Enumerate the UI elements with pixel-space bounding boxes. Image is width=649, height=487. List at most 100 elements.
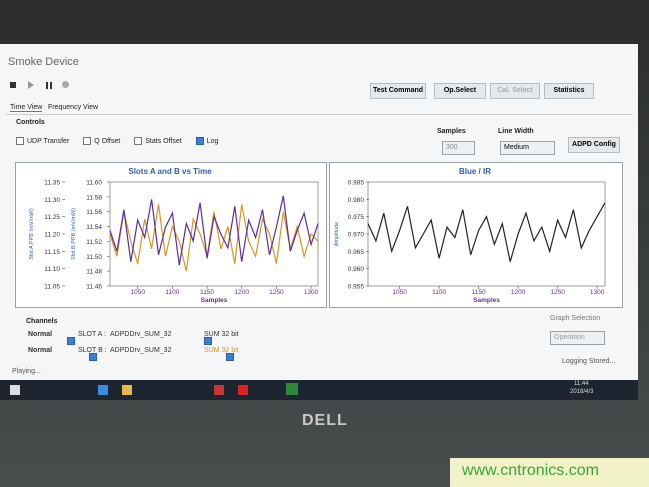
status-right: Logging Stored... xyxy=(562,358,616,365)
status-left: Playing... xyxy=(12,368,41,375)
y2-tick-label: 11.50 xyxy=(86,254,102,261)
checkbox-row: UDP Transfer Q Offset Stats Offset Log xyxy=(16,137,218,145)
channel-cell: SLOT B : xyxy=(78,347,107,354)
window-title: Smoke Device xyxy=(8,56,79,68)
x-axis-label: Samples xyxy=(473,297,500,304)
x-tick-label: 1150 xyxy=(200,289,214,296)
x-tick-label: 1050 xyxy=(130,289,145,296)
pause-icon[interactable] xyxy=(46,82,52,89)
x-tick-label: 1100 xyxy=(165,289,179,296)
checkbox-label: Stats Offset xyxy=(145,137,182,145)
app-icon[interactable] xyxy=(238,385,248,395)
series-line xyxy=(367,202,606,262)
checkbox[interactable] xyxy=(16,137,24,145)
app-icon[interactable] xyxy=(98,385,108,395)
y-tick-label: 11.20 xyxy=(44,232,60,239)
x-tick-label: 1150 xyxy=(472,289,486,296)
channel-cell: SUM 32 bit xyxy=(204,331,239,338)
tab[interactable]: Time View xyxy=(10,104,43,112)
button[interactable]: Op.Select xyxy=(434,83,486,99)
series-line xyxy=(109,195,319,266)
watermark: www.cntronics.com xyxy=(462,462,599,479)
y2-tick-label: 11.60 xyxy=(86,180,102,187)
checkbox-item[interactable]: Log xyxy=(195,137,219,145)
x-tick-label: 1200 xyxy=(511,289,526,296)
checkbox-label: Log xyxy=(206,137,219,145)
y-tick-label: 0.975 xyxy=(348,214,365,221)
button[interactable]: Statistics xyxy=(544,83,594,99)
button[interactable]: ADPD Config xyxy=(568,137,620,153)
x-tick-label: 1300 xyxy=(590,289,605,296)
checkbox-item[interactable]: UDP Transfer xyxy=(16,137,69,145)
x-tick-label: 1250 xyxy=(269,289,284,296)
label: Samples xyxy=(437,128,466,135)
checkbox-label: Q Offset xyxy=(94,137,121,145)
line-width-select[interactable]: Medium xyxy=(500,141,555,155)
x-tick-label: 1300 xyxy=(304,289,319,296)
app-icon[interactable] xyxy=(122,385,132,395)
checkbox[interactable] xyxy=(83,137,92,145)
y2-axis-label: Slot B PPB (mV/mW) xyxy=(71,208,77,260)
x-tick-label: 1050 xyxy=(392,289,407,296)
y-tick-label: 11.10 xyxy=(44,266,60,273)
y-tick-label: 11.15 xyxy=(44,249,60,256)
app-icon[interactable] xyxy=(214,385,224,395)
x-tick-label: 1250 xyxy=(550,289,565,296)
y-tick-label: 11.25 xyxy=(44,214,60,221)
plot-area xyxy=(109,181,319,287)
channel-checkbox[interactable] xyxy=(226,352,234,361)
samples-input[interactable]: 300 xyxy=(442,141,475,155)
y2-tick-label: 11.52 xyxy=(86,239,102,246)
label: Graph Selection xyxy=(550,315,601,322)
graph-select[interactable]: Operation xyxy=(550,331,605,345)
chart-title: Blue / IR xyxy=(459,167,491,176)
y-tick-label: 11.05 xyxy=(44,284,60,291)
x-axis-label: Samples xyxy=(201,297,228,304)
record-icon[interactable] xyxy=(62,81,69,88)
channel-rows: Normal SLOT A : ADPDDrv_SUM_32 SUM 32 bit No… xyxy=(0,0,649,361)
y-tick-label: 11.35 xyxy=(44,180,60,187)
plot-area xyxy=(367,181,606,287)
channel-checkbox[interactable] xyxy=(67,336,75,345)
button[interactable]: Test Command xyxy=(370,83,426,99)
y-tick-label: 11.30 xyxy=(44,197,60,204)
channel-checkbox[interactable] xyxy=(204,336,212,345)
series-line xyxy=(109,204,319,272)
y2-tick-label: 11.54 xyxy=(86,224,102,231)
taskbar xyxy=(0,380,638,400)
checkbox-item[interactable]: Q Offset xyxy=(83,137,120,145)
watermark-box xyxy=(450,458,649,487)
x-tick-label: 1200 xyxy=(234,289,249,296)
y-tick-label: 0.980 xyxy=(348,197,365,204)
tab[interactable]: Frequency View xyxy=(48,104,99,111)
channel-cell: ADPDDrv_SUM_32 xyxy=(110,347,172,354)
chart-title: Slots A and B vs Time xyxy=(128,167,212,176)
y-axis-label: Amplitude xyxy=(334,222,340,246)
checkbox[interactable] xyxy=(195,137,204,145)
y2-tick-label: 11.56 xyxy=(86,209,102,216)
y-axis-label: Slot A PPB (mV/mW) xyxy=(29,208,35,260)
channel-checkbox[interactable] xyxy=(89,352,97,361)
stop-icon[interactable] xyxy=(10,82,16,88)
checkbox-item[interactable]: Stats Offset xyxy=(134,137,182,145)
checkbox[interactable] xyxy=(134,137,143,145)
clock-date: 2018/4/3 xyxy=(570,389,594,395)
button[interactable]: Cal. Select xyxy=(490,83,540,99)
channel-cell: Normal xyxy=(28,331,53,338)
y-tick-label: 0.955 xyxy=(348,284,365,291)
play-icon[interactable] xyxy=(28,81,34,89)
y2-tick-label: 11.58 xyxy=(86,194,102,201)
separator xyxy=(6,114,632,115)
section-title: Controls xyxy=(16,119,45,126)
y2-tick-label: 11.46 xyxy=(86,284,102,291)
start-icon[interactable] xyxy=(10,385,20,395)
channel-cell: ADPDDrv_SUM_32 xyxy=(110,331,172,338)
y-tick-label: 0.985 xyxy=(348,180,365,187)
y2-tick-label: 11.48 xyxy=(86,269,102,276)
channel-cell: Normal xyxy=(28,347,53,354)
clock-time: 11:44 xyxy=(574,381,589,387)
logo: DELL xyxy=(302,412,348,429)
app-icon[interactable] xyxy=(286,383,298,395)
